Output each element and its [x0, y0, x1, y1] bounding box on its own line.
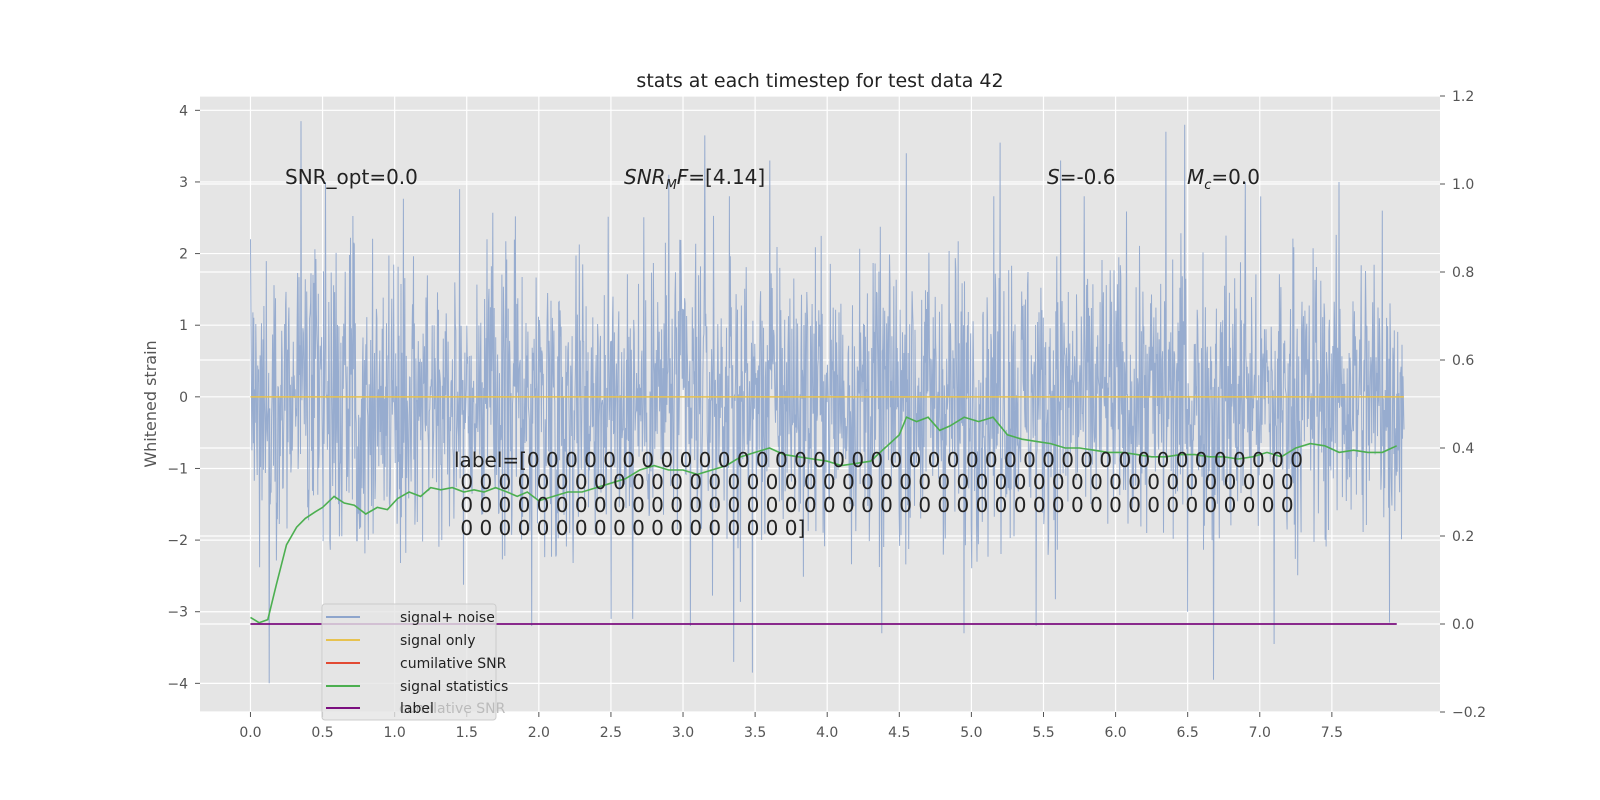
x-tick-label: 3.0	[672, 725, 694, 741]
legend-item-signal-only: signal only	[400, 633, 475, 649]
series-signal-noise	[250, 121, 1405, 684]
legend-ghost-text: cumilative SNR	[399, 701, 506, 717]
x-tick-label: 0.5	[311, 725, 333, 741]
x-tick-label: 0.0	[239, 725, 261, 741]
x-tick-label: 1.5	[456, 725, 478, 741]
y-left-tick-label: 2	[179, 247, 188, 263]
y-axis-right: 1.2 1.0 0.8 0.6 0.4 0.2 0.0 −0.2	[1440, 89, 1486, 721]
annotation-snr-mf: SNRMF=[4.14]	[624, 165, 765, 193]
y-right-tick-label: 0.2	[1452, 529, 1474, 545]
annotation-s-main: S	[1047, 165, 1060, 189]
y-left-tick-label: 3	[179, 175, 188, 191]
y-left-tick-label: 1	[179, 318, 188, 334]
grid	[200, 95, 1440, 713]
y-axis-left: 4 3 2 1 0 −1 −2 −3 −4	[167, 103, 200, 692]
annotation-s: S=-0.6	[1047, 165, 1115, 189]
x-tick-label: 4.0	[816, 725, 838, 741]
annotation-label-line-4: 0 0 0 0 0 0 0 0 0 0 0 0 0 0 0 0 0 0]	[454, 516, 805, 540]
x-tick-label: 7.5	[1321, 725, 1343, 741]
annotation-s-value: =-0.6	[1060, 165, 1116, 189]
x-tick-label: 2.5	[600, 725, 622, 741]
y-right-tick-label: 0.6	[1452, 353, 1474, 369]
y-left-tick-label: −2	[167, 533, 188, 549]
x-tick-label: 1.0	[384, 725, 406, 741]
series-signal-statistics	[250, 416, 1398, 624]
y-left-tick-label: −3	[167, 605, 188, 621]
signal-noise-series	[250, 121, 1405, 684]
y-left-tick-label: 0	[179, 390, 188, 406]
x-tick-label: 5.5	[1032, 725, 1054, 741]
y-axis-label: Whitened strain	[141, 340, 160, 467]
y-right-tick-label: −0.2	[1452, 705, 1486, 721]
annotation-snr-mf-sub: M	[666, 178, 677, 193]
legend-item-cumilative-snr: cumilative SNR	[400, 656, 507, 672]
x-tick-label: 5.0	[960, 725, 982, 741]
x-tick-label: 4.5	[888, 725, 910, 741]
y-right-tick-label: 1.2	[1452, 89, 1474, 105]
annotation-label-line-2: 0 0 0 0 0 0 0 0 0 0 0 0 0 0 0 0 0 0 0 0 …	[454, 470, 1294, 494]
y-right-tick-label: 0.8	[1452, 265, 1474, 281]
y-left-tick-label: 4	[179, 103, 188, 119]
legend-item-signal-noise: signal+ noise	[400, 610, 495, 626]
annotation-label-line-3: 0 0 0 0 0 0 0 0 0 0 0 0 0 0 0 0 0 0 0 0 …	[454, 493, 1294, 517]
annotation-mc: Mc=0.0	[1187, 165, 1260, 193]
legend-item-label: label	[400, 701, 434, 717]
y-left-tick-label: −1	[167, 461, 188, 477]
legend-item-signal-statistics: signal statistics	[400, 679, 508, 695]
annotation-mc-main: M	[1187, 165, 1204, 189]
x-tick-label: 6.5	[1177, 725, 1199, 741]
annotation-snr-mf-mid: F	[677, 165, 689, 189]
x-tick-label: 6.0	[1104, 725, 1126, 741]
x-axis: 0.0 0.5 1.0 1.5 2.0 2.5 3.0 3.5 4.0 4.5 5.0 5.5 6.0 6…	[239, 712, 1343, 741]
y-right-tick-label: 0.0	[1452, 617, 1474, 633]
annotation-snr-opt: SNR_opt=0.0	[285, 165, 418, 189]
annotation-snr-mf-main: SNR	[624, 165, 666, 189]
x-tick-label: 2.0	[528, 725, 550, 741]
annotation-mc-sub: c	[1204, 178, 1211, 193]
legend: cumilative SNR signal+ noise signal only…	[321, 603, 508, 721]
legend-box	[321, 603, 497, 721]
x-tick-label: 3.5	[744, 725, 766, 741]
y-right-tick-label: 1.0	[1452, 177, 1474, 193]
y-left-tick-label: −4	[167, 676, 188, 692]
annotation-mc-value: =0.0	[1211, 165, 1260, 189]
chart-title: stats at each timestep for test data 42	[636, 70, 1003, 92]
annotation-label-line-1: label=[0 0 0 0 0 0 0 0 0 0 0 0 0 0 0 0 0…	[454, 448, 1303, 472]
annotation-snr-mf-value: =[4.14]	[688, 165, 765, 189]
y-right-tick-label: 0.4	[1452, 441, 1474, 457]
x-tick-label: 7.0	[1249, 725, 1271, 741]
